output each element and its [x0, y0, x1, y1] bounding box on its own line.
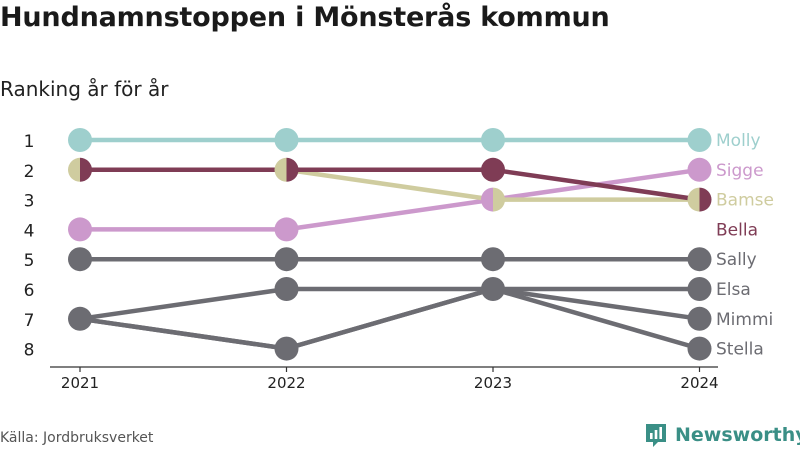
- x-tick-label: 2022: [267, 374, 305, 392]
- y-tick-label: 4: [24, 221, 35, 241]
- series-point-mimmi: [274, 336, 299, 361]
- end-label-molly: Molly: [716, 131, 761, 151]
- y-tick-label: 6: [24, 281, 35, 301]
- brand-logo: Newsworthy: [644, 420, 800, 450]
- series-point-molly: [481, 128, 505, 152]
- series-point-sally: [687, 247, 712, 272]
- series-markers: [68, 128, 712, 361]
- y-tick-label: 8: [24, 341, 35, 361]
- newsworthy-logo-icon: [646, 424, 666, 447]
- y-tick-label: 2: [24, 162, 35, 182]
- series-point-stella: [687, 336, 712, 361]
- end-label-mimmi: Mimmi: [716, 310, 773, 330]
- series-point-bamse: [493, 187, 506, 212]
- x-tick-label: 2021: [61, 374, 99, 392]
- series-end-labels: Molly Sigge Bamse Bella Sally Elsa Mimmi Stella: [716, 131, 774, 360]
- series-point-sally: [481, 247, 505, 272]
- x-tick-label: 2023: [474, 374, 512, 392]
- series-point-bamse: [274, 157, 287, 182]
- series-point-sigge: [68, 217, 92, 242]
- y-axis-ticks: 1 2 3 4 5 6 7 8: [24, 132, 35, 361]
- series-point-sigge: [687, 157, 712, 182]
- x-axis-ticks: 2021 2022 2023 2024: [61, 367, 719, 392]
- series-point-bella: [481, 157, 505, 182]
- series-line-stella: [77, 286, 702, 351]
- series-point-molly: [687, 128, 712, 152]
- series-line-bella: [77, 167, 702, 202]
- y-tick-label: 1: [24, 132, 35, 152]
- y-tick-label: 3: [24, 192, 35, 212]
- series-point-sally: [68, 247, 92, 272]
- end-label-bella: Bella: [716, 220, 758, 240]
- y-tick-label: 7: [24, 311, 35, 331]
- brand-name: Newsworthy: [675, 424, 800, 446]
- series-line-elsa: [77, 286, 702, 322]
- series-point-bella: [286, 157, 299, 182]
- series-point-molly: [274, 128, 299, 152]
- series-point-bella: [80, 157, 92, 182]
- chart-subtitle: Ranking år för år: [0, 77, 169, 101]
- x-tick-label: 2024: [680, 374, 718, 392]
- series-point-elsa: [68, 306, 92, 331]
- series-lines: [77, 137, 702, 351]
- y-tick-label: 5: [24, 251, 35, 271]
- series-point-elsa: [274, 277, 299, 301]
- series-point-bamse: [687, 187, 700, 212]
- series-point-sigge: [481, 187, 493, 212]
- series-point-molly: [68, 128, 92, 152]
- end-label-sigge: Sigge: [716, 161, 764, 181]
- end-label-elsa: Elsa: [716, 280, 751, 300]
- chart-title: Hundnamnstoppen i Mönsterås kommun: [0, 2, 610, 33]
- end-label-bamse: Bamse: [716, 191, 774, 211]
- series-point-mimmi: [687, 306, 712, 331]
- end-label-sally: Sally: [716, 250, 757, 270]
- source-note: Källa: Jordbruksverket: [0, 430, 154, 446]
- series-point-elsa: [481, 277, 505, 301]
- series-point-elsa: [687, 277, 712, 301]
- series-point-bamse: [68, 157, 80, 182]
- end-label-stella: Stella: [716, 340, 764, 360]
- series-point-sally: [274, 247, 299, 272]
- series-point-sigge: [274, 217, 299, 242]
- series-point-bella: [699, 187, 712, 212]
